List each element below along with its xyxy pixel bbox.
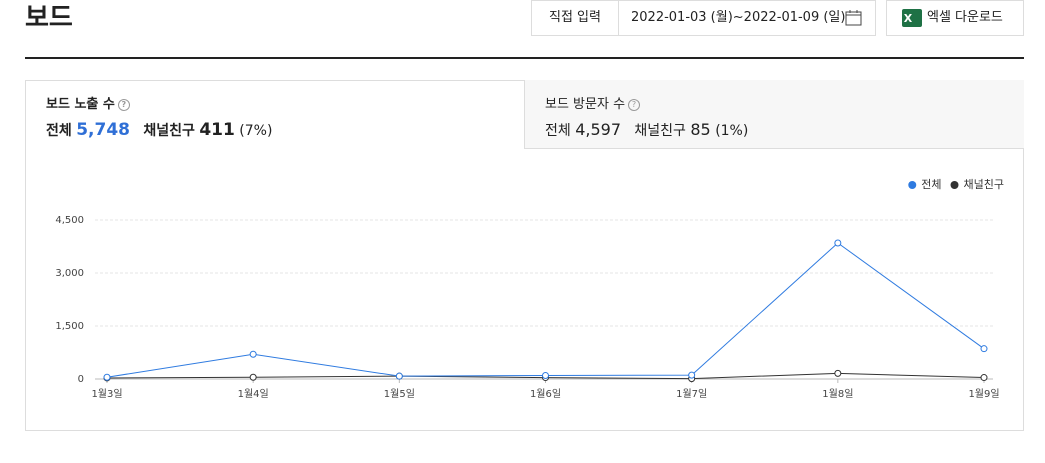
ratio: (1%) — [715, 123, 749, 139]
point — [103, 373, 111, 381]
point — [542, 371, 549, 379]
excel-label: 엑셀 다운로드 — [927, 10, 1003, 25]
legend-label: 전체 — [921, 178, 941, 191]
point — [834, 239, 842, 247]
excel-icon: X — [902, 9, 922, 27]
calendar-icon — [845, 10, 862, 26]
point — [980, 345, 988, 353]
point — [395, 372, 403, 380]
date-range: 2022-01-03 (월)~2022-01-09 (일) — [631, 10, 846, 25]
friend-label: 채널친구 — [143, 123, 195, 139]
point — [980, 374, 988, 382]
total-value: 5,748 — [76, 120, 130, 140]
friend-value: 411 — [199, 120, 235, 140]
point — [688, 371, 696, 379]
series-line — [106, 242, 985, 378]
x-tick-label: 1월9일 — [968, 388, 999, 400]
point — [834, 369, 842, 377]
total-value: 4,597 — [575, 120, 622, 139]
y-tick-label: 1,500 — [55, 321, 84, 332]
svg-text:X: X — [904, 12, 913, 25]
x-tick-label: 1월8일 — [822, 388, 853, 400]
tab-title: 보드 노출 수 — [46, 97, 115, 112]
date-range-button[interactable]: 2022-01-03 (월)~2022-01-09 (일) — [618, 0, 876, 36]
date-mode-button[interactable]: 직접 입력 — [531, 0, 619, 36]
excel-button[interactable]: 엑셀 다운로드 X — [886, 0, 1024, 36]
page-title: 보드 — [25, 3, 73, 33]
y-tick-label: 3,000 — [55, 268, 84, 279]
legend-marker — [950, 181, 959, 189]
total-label: 전체 — [545, 123, 571, 139]
point — [249, 373, 257, 381]
x-tick-label: 1월3일 — [91, 388, 122, 400]
legend-label: 채널친구 — [964, 178, 1004, 191]
friend-label: 채널친구 — [634, 123, 686, 139]
point — [249, 350, 257, 358]
x-tick-label: 1월5일 — [384, 388, 415, 400]
tab-title: 보드 방문자 수 — [545, 97, 626, 112]
legend-marker — [908, 181, 917, 189]
tab[interactable]: 보드 노출 수? 전체 5,748 채널친구 411 (7%) — [46, 97, 273, 140]
x-tick-label: 1월4일 — [238, 388, 269, 400]
total-label: 전체 — [46, 123, 72, 139]
x-tick-label: 1월7일 — [676, 388, 707, 400]
friend-value: 85 — [690, 120, 711, 139]
tab[interactable]: 보드 방문자 수? 전체 4,597 채널친구 85 (1%) — [524, 80, 1024, 149]
y-tick-label: 4,500 — [55, 215, 84, 226]
divider — [25, 57, 1024, 59]
x-tick-label: 1월6일 — [530, 388, 561, 400]
y-tick-label: 0 — [78, 374, 84, 385]
ratio: (7%) — [239, 123, 273, 139]
